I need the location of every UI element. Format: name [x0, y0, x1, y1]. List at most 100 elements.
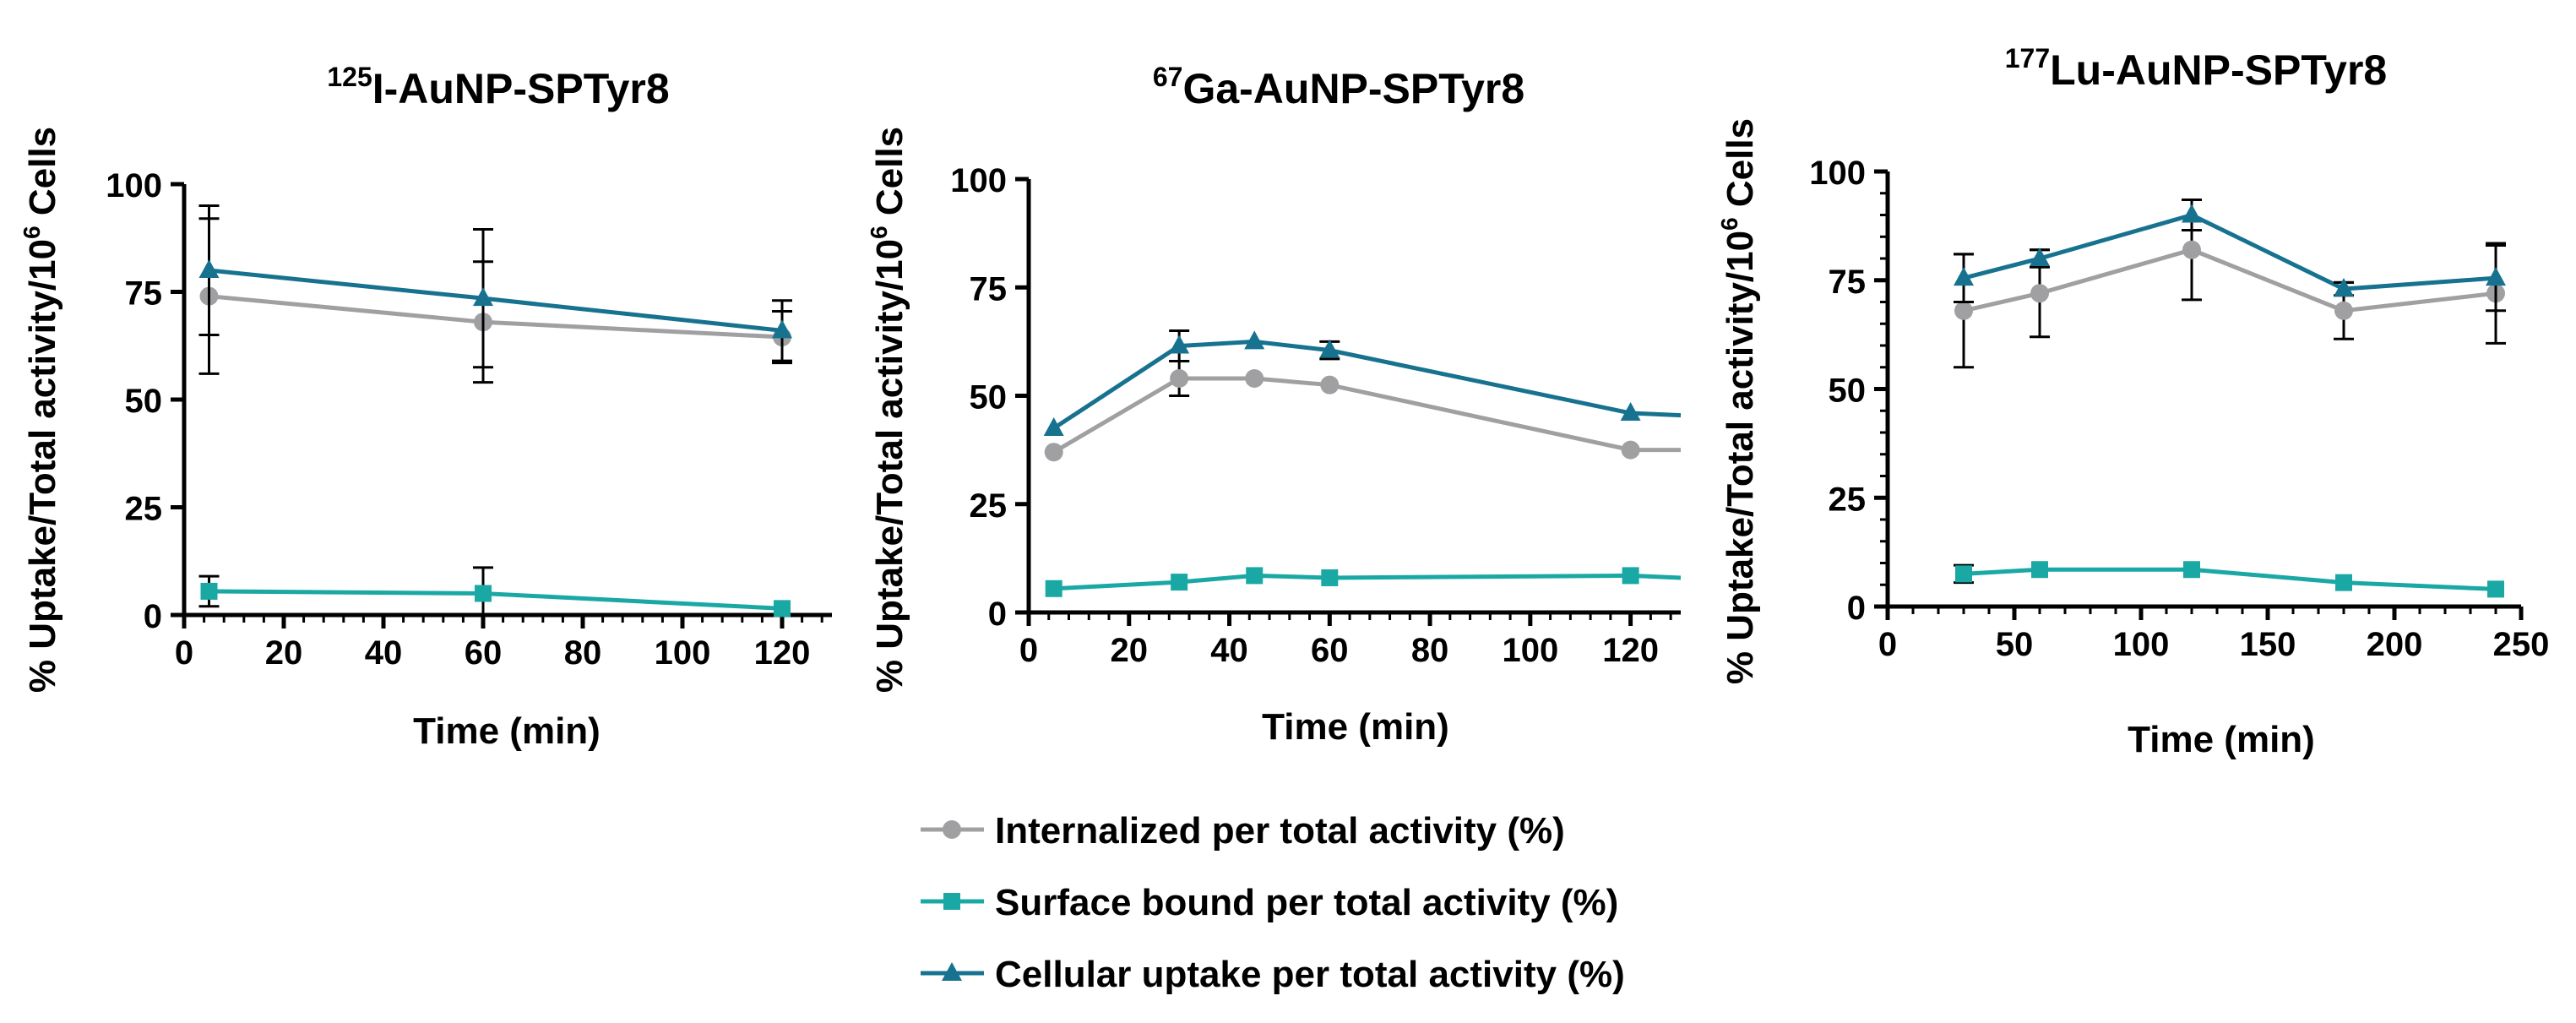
x-tick-label: 150 [2240, 626, 2296, 663]
panel-title-superscript: 67 [1153, 62, 1183, 92]
x-tick-label: 0 [175, 634, 193, 672]
x-tick-label: 80 [1411, 632, 1449, 669]
data-point [1171, 574, 1188, 591]
y-axis-label-main: % Uptake/Total activity/10 [22, 239, 63, 693]
data-point [1245, 368, 1264, 388]
legend-marker-circle [943, 820, 961, 839]
data-point [1244, 330, 1265, 350]
y-axis-label-main: % Uptake/Total activity/10 [1720, 231, 1761, 684]
data-point [2183, 561, 2200, 579]
x-tick-label: 200 [2367, 626, 2423, 663]
x-tick-label: 20 [1111, 632, 1149, 669]
y-axis-label-superscript: 6 [19, 226, 45, 239]
panel-title: 125I-AuNP-SPTyr8 [327, 62, 669, 112]
data-point [473, 287, 493, 307]
y-axis-label: % Uptake/Total activity/106 Cells [866, 127, 910, 693]
data-point [1622, 567, 1639, 585]
data-point [1169, 335, 1190, 354]
data-point [1246, 567, 1264, 585]
y-tick-label: 100 [1809, 155, 1866, 192]
data-point [2182, 240, 2201, 259]
y-tick-label: 25 [970, 487, 1008, 525]
panel-title-main: I-AuNP-SPTyr8 [372, 65, 670, 112]
x-tick-label: 50 [1996, 626, 2034, 663]
y-tick-label: 100 [950, 162, 1007, 199]
data-point [1043, 416, 1064, 436]
panel-title: 177Lu-AuNP-SPTyr8 [2005, 43, 2388, 94]
y-tick-label: 25 [1829, 481, 1867, 518]
x-axis-label: Time (min) [1262, 706, 1449, 748]
legend-marker-triangle [942, 962, 962, 981]
data-point [2031, 561, 2048, 579]
data-point [2335, 574, 2352, 591]
x-tick-label: 20 [265, 634, 303, 672]
x-tick-label: 0 [1878, 626, 1897, 663]
x-tick-label: 100 [1502, 632, 1558, 669]
data-point [1321, 569, 1339, 586]
y-axis-label-superscript: 6 [1716, 217, 1742, 231]
series-line [1052, 339, 1682, 431]
x-tick-label: 40 [365, 634, 403, 672]
data-point [475, 585, 492, 602]
data-point [200, 582, 218, 600]
data-point [1044, 443, 1063, 462]
plot-area: 0 25 50 75 100 0 20 40 60 80 100 120 [950, 162, 1682, 669]
legend-label: Surface bound per total activity (%) [995, 882, 1618, 923]
data-point [1954, 267, 1974, 286]
y-axis-label: % Uptake/Total activity/106 Cells [1716, 118, 1761, 684]
y-tick-label: 50 [970, 379, 1008, 416]
y-axis-label-main: % Uptake/Total activity/10 [869, 239, 910, 693]
panel-title-superscript: 177 [2005, 43, 2050, 73]
x-tick-label: 60 [1311, 632, 1349, 669]
data-point [2487, 580, 2504, 598]
x-tick-label: 120 [1602, 632, 1659, 669]
x-tick-label: 60 [465, 634, 503, 672]
y-tick-label: 75 [125, 275, 163, 313]
panel-title-main: Ga-AuNP-SPTyr8 [1182, 65, 1524, 112]
x-tick-label: 250 [2493, 626, 2550, 663]
data-point [1954, 301, 1973, 320]
data-point [2030, 284, 2049, 303]
y-axis-label: % Uptake/Total activity/106 Cells [19, 127, 63, 693]
panel-title-main: Lu-AuNP-SPTyr8 [2050, 46, 2387, 94]
panel-2: 67Ga-AuNP-SPTyr8 % Uptake/Total activity… [866, 62, 1682, 748]
data-point [2334, 278, 2354, 297]
y-tick-label: 0 [144, 598, 162, 635]
plot-area: 0 25 50 75 100 0 20 40 60 80 100 120 [106, 167, 832, 672]
y-axis-label-tail: Cells [869, 127, 910, 226]
data-point [774, 600, 791, 618]
y-tick-label: 25 [125, 491, 163, 528]
data-point [2182, 204, 2202, 223]
panel-title-superscript: 125 [327, 62, 372, 92]
panel-3: 177Lu-AuNP-SPTyr8 % Uptake/Total activit… [1716, 43, 2549, 760]
y-tick-label: 75 [970, 270, 1008, 307]
y-axis-label-superscript: 6 [866, 226, 892, 239]
data-point [1319, 339, 1340, 358]
legend-marker-square [943, 893, 960, 910]
legend-label: Internalized per total activity (%) [995, 810, 1565, 852]
y-tick-label: 0 [988, 596, 1007, 633]
data-point [1621, 440, 1640, 460]
data-point [1620, 402, 1641, 422]
panel-title: 67Ga-AuNP-SPTyr8 [1153, 62, 1524, 112]
x-axis-label: Time (min) [413, 710, 601, 752]
legend: Internalized per total activity (%) Surfa… [921, 810, 1625, 995]
y-axis-label-tail: Cells [1720, 118, 1761, 217]
data-point [1955, 565, 1972, 583]
data-point [1320, 375, 1340, 395]
y-tick-label: 75 [1829, 264, 1867, 301]
panel-1: 125I-AuNP-SPTyr8 % Uptake/Total activity… [19, 62, 832, 752]
data-point [198, 259, 220, 278]
y-axis-label-tail: Cells [22, 127, 63, 226]
data-point [1170, 368, 1189, 388]
x-tick-label: 100 [655, 634, 711, 672]
plot-area: 0 25 50 75 100 0 50 100 150 200 250 [1809, 155, 2549, 663]
x-tick-label: 100 [2113, 626, 2170, 663]
data-point [772, 319, 792, 339]
x-tick-label: 0 [1019, 632, 1038, 669]
x-tick-label: 40 [1210, 632, 1248, 669]
data-point [2334, 301, 2353, 320]
y-tick-label: 100 [106, 167, 162, 204]
